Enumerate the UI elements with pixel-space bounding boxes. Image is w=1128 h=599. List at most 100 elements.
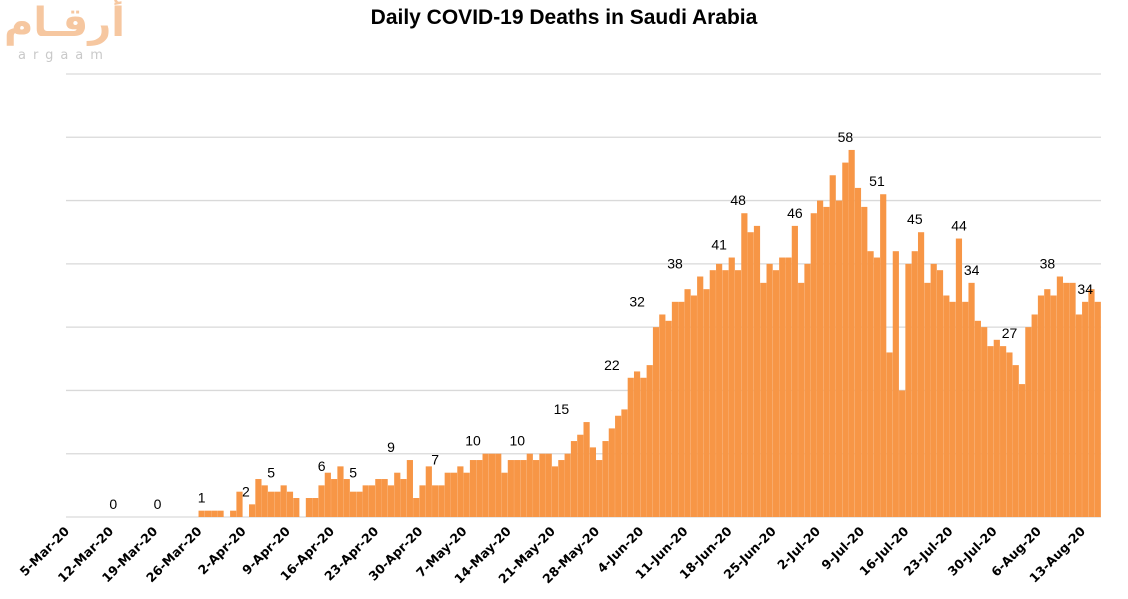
bar — [280, 485, 287, 517]
bar — [627, 377, 634, 517]
data-label: 27 — [1002, 325, 1018, 341]
bar — [968, 282, 975, 517]
bar — [545, 453, 552, 517]
bar — [772, 270, 780, 517]
bar — [917, 232, 925, 517]
bar — [892, 251, 899, 517]
bar — [596, 460, 603, 517]
bar — [293, 498, 300, 517]
data-label: 5 — [267, 464, 275, 480]
bar — [255, 479, 262, 517]
bar — [211, 510, 218, 517]
data-label: 45 — [907, 211, 923, 227]
bar — [387, 485, 395, 517]
bar — [671, 301, 679, 517]
data-label: 1 — [198, 490, 206, 506]
bar — [349, 491, 357, 517]
data-label: 9 — [387, 439, 395, 455]
bar — [785, 257, 792, 517]
bar — [482, 453, 489, 517]
bar — [362, 485, 369, 517]
chart-title: Daily COVID-19 Deaths in Saudi Arabia — [370, 6, 758, 29]
bar — [659, 314, 666, 517]
data-label: 44 — [951, 218, 967, 234]
bar — [274, 491, 281, 517]
bar — [1063, 282, 1070, 517]
bar — [798, 282, 805, 517]
bar — [457, 466, 464, 517]
bar — [779, 257, 786, 517]
bar — [236, 491, 243, 517]
bar — [1088, 289, 1095, 517]
bar — [1006, 352, 1013, 517]
bar — [791, 225, 798, 517]
bar — [526, 453, 533, 517]
bar — [432, 485, 439, 517]
bar — [842, 162, 849, 517]
bar — [936, 270, 944, 517]
bar — [943, 295, 950, 517]
bar — [848, 149, 855, 517]
bar — [747, 232, 754, 517]
bar — [1037, 295, 1045, 517]
bar — [760, 282, 767, 517]
bar — [949, 301, 956, 517]
bar — [981, 327, 988, 517]
bar — [646, 365, 653, 517]
bar — [450, 472, 458, 517]
bar — [356, 491, 363, 517]
bars — [198, 149, 1101, 518]
logo-latin-text: argaam — [18, 48, 110, 63]
bar — [703, 289, 710, 517]
data-label: 0 — [109, 496, 117, 512]
data-label: 0 — [154, 496, 162, 512]
bar — [722, 270, 729, 517]
bar — [665, 320, 672, 517]
bar — [368, 485, 376, 517]
bar — [873, 257, 880, 517]
bar — [520, 460, 527, 517]
x-axis-ticks: 5-Mar-2012-Mar-2019-Mar-2026-Mar-202-Apr… — [17, 523, 1089, 586]
bar — [1018, 384, 1026, 517]
bar — [690, 295, 697, 517]
bar — [261, 485, 268, 517]
bar — [438, 485, 445, 517]
bar — [886, 352, 893, 517]
bar — [1056, 276, 1064, 517]
data-label: 15 — [554, 401, 570, 417]
bar — [899, 390, 906, 517]
bar — [823, 206, 830, 517]
bar — [217, 510, 224, 517]
data-label: 5 — [349, 464, 357, 480]
bar — [615, 415, 622, 517]
data-label: 58 — [838, 129, 854, 145]
bar — [286, 491, 294, 517]
bar — [987, 346, 994, 517]
data-label: 10 — [465, 433, 481, 449]
bar — [476, 460, 483, 517]
bar — [577, 434, 584, 517]
bar — [728, 257, 735, 517]
bar — [324, 472, 331, 517]
bar — [1075, 314, 1082, 517]
bar — [394, 472, 401, 517]
bar — [993, 339, 1000, 517]
bar — [1082, 301, 1089, 517]
bar — [716, 263, 723, 517]
bar — [463, 472, 470, 517]
bar — [602, 441, 609, 517]
bar — [817, 200, 824, 518]
bar — [734, 270, 742, 517]
bar — [305, 498, 313, 517]
bar — [633, 371, 641, 517]
bar — [955, 238, 963, 518]
bar — [564, 453, 571, 517]
bar — [753, 225, 761, 517]
bar — [1044, 289, 1051, 517]
bar — [804, 263, 811, 517]
bar — [249, 504, 256, 517]
bar — [589, 447, 596, 517]
bar — [551, 466, 559, 517]
bar — [583, 422, 590, 517]
bar — [911, 251, 918, 517]
